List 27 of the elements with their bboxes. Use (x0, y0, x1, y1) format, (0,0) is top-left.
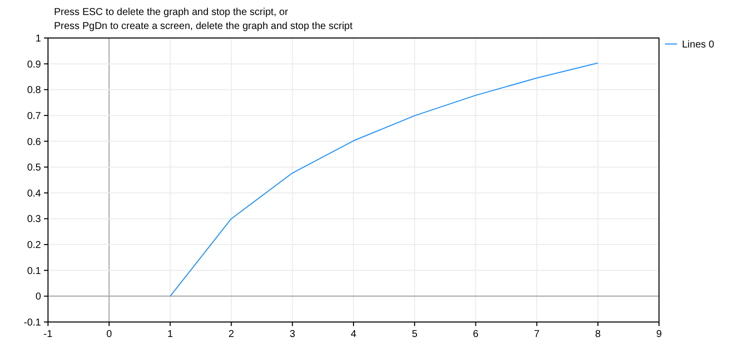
y-tick-label: 0.2 (27, 240, 42, 252)
y-tick-label: 0.8 (27, 85, 42, 96)
x-tick-label: 9 (656, 329, 662, 340)
x-tick-label: 6 (472, 329, 479, 340)
y-tick-label: 0.4 (27, 188, 42, 200)
x-tick-label: 2 (228, 329, 235, 340)
y-tick-label: 0.7 (27, 110, 42, 122)
y-tick-label: 0.1 (27, 266, 42, 277)
x-tick-label: 8 (595, 329, 602, 340)
chart-title: Press ESC to delete the graph and stop the script, or (54, 7, 289, 18)
legend-label: Lines 0 (682, 40, 715, 50)
x-tick-label: 5 (412, 329, 418, 340)
y-tick-label: 0.6 (27, 136, 42, 148)
chart-subtitle: Press PgDn to create a screen, delete the graph and stop the script (54, 21, 353, 32)
x-tick-label: 7 (534, 329, 540, 340)
y-tick-label: 0.9 (27, 59, 42, 70)
y-tick-label: 1 (35, 34, 42, 44)
x-tick-label: 4 (350, 329, 357, 340)
line-series (170, 62, 598, 297)
x-tick-label: 3 (290, 329, 296, 340)
x-tick-label: 1 (167, 329, 174, 340)
y-tick-label: 0.5 (27, 162, 42, 174)
y-tick-label: 0.3 (27, 214, 42, 226)
x-tick-label: 0 (106, 329, 112, 340)
x-tick-label: -1 (44, 329, 53, 340)
y-tick-label: -0.1 (24, 318, 42, 328)
y-tick-label: 0 (35, 292, 42, 303)
